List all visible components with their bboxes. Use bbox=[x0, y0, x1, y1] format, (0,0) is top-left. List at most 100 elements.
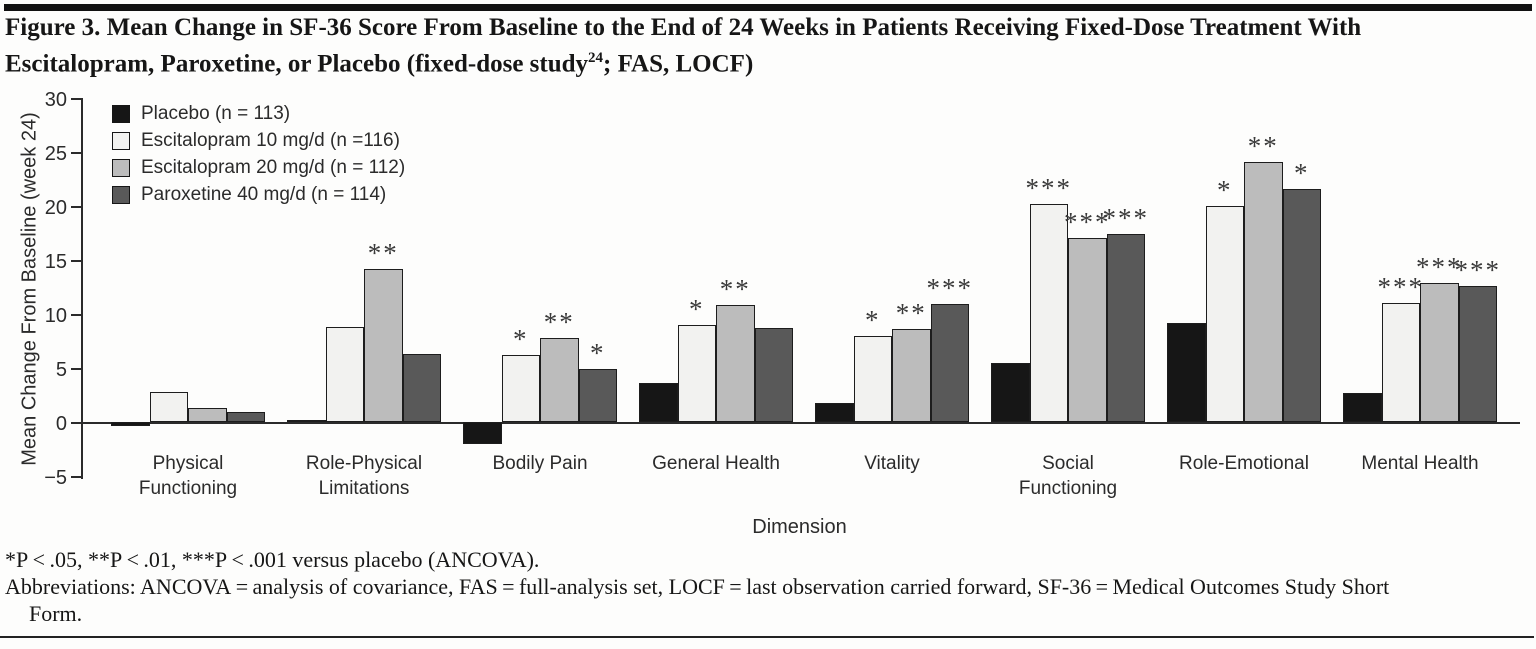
bar-placebo-bodily-pain bbox=[463, 422, 502, 444]
bar-paroxetine-40-mg-d-bodily-pain bbox=[578, 369, 617, 422]
significance-marker-bodily-pain-escitalopram-20-mg-d: ** bbox=[543, 306, 575, 337]
y-axis-tick bbox=[71, 422, 81, 424]
significance-marker-role-emotional-paroxetine-40-mg-d: * bbox=[1294, 157, 1310, 188]
bottom-rule bbox=[0, 636, 1534, 638]
significance-marker-mental-health-paroxetine-40-mg-d: *** bbox=[1454, 254, 1501, 285]
significance-marker-mental-health-escitalopram-10-mg-d: *** bbox=[1377, 272, 1424, 303]
zero-baseline bbox=[81, 422, 1520, 424]
x-axis-category-label-social-functioning: Social Functioning bbox=[1018, 453, 1118, 499]
legend-swatch-icon bbox=[112, 131, 130, 150]
x-axis-category-label-role-physical-limitations: Role-Physical Limitations bbox=[305, 453, 423, 499]
x-axis-title: Dimension bbox=[752, 516, 847, 538]
y-axis-tick-label: 30 bbox=[44, 89, 67, 111]
legend-swatch-icon bbox=[112, 158, 130, 177]
significance-marker-social-functioning-escitalopram-20-mg-d: *** bbox=[1064, 207, 1111, 238]
bar-escitalopram-20-mg-d-general-health bbox=[716, 305, 755, 422]
bar-escitalopram-10-mg-d-physical-functioning bbox=[149, 391, 188, 422]
figure-title: Figure 3. Mean Change in SF-36 Score Fro… bbox=[5, 13, 1361, 79]
legend-label: Escitalopram 20 mg/d (n = 112) bbox=[141, 156, 406, 178]
y-axis-tick bbox=[71, 476, 81, 478]
significance-marker-social-functioning-paroxetine-40-mg-d: *** bbox=[1102, 203, 1149, 234]
bar-escitalopram-20-mg-d-mental-health bbox=[1420, 282, 1459, 422]
significance-marker-bodily-pain-escitalopram-10-mg-d: * bbox=[513, 324, 529, 355]
bar-placebo-vitality bbox=[815, 402, 854, 422]
significance-marker-social-functioning-escitalopram-10-mg-d: *** bbox=[1025, 172, 1072, 203]
x-axis-category-label-bodily-pain: Bodily Pain bbox=[492, 453, 588, 474]
figure-title-line2: Escitalopram, Paroxetine, or Placebo (fi… bbox=[5, 50, 754, 78]
bar-escitalopram-20-mg-d-role-physical-limitations bbox=[364, 268, 403, 422]
legend-item-placebo: Placebo (n = 113) bbox=[112, 100, 405, 127]
y-axis-tick-label: 25 bbox=[44, 143, 67, 165]
y-axis-tick bbox=[71, 314, 81, 316]
abbreviations-footnote-line1: Abbreviations: ANCOVA = analysis of cova… bbox=[5, 574, 1390, 599]
legend-item-escitalopram-10-mg-d: Escitalopram 10 mg/d (n =116) bbox=[112, 127, 405, 154]
bar-escitalopram-10-mg-d-bodily-pain bbox=[501, 355, 540, 422]
bar-placebo-social-functioning bbox=[991, 362, 1030, 422]
bar-escitalopram-20-mg-d-vitality bbox=[892, 329, 931, 422]
bar-paroxetine-40-mg-d-role-emotional bbox=[1282, 188, 1321, 422]
chart-legend: Placebo (n = 113) Escitalopram 10 mg/d (n… bbox=[112, 100, 405, 208]
legend-label: Placebo (n = 113) bbox=[141, 102, 291, 124]
significance-marker-role-physical-limitations-escitalopram-20-mg-d: ** bbox=[367, 237, 399, 268]
legend-swatch-icon bbox=[112, 185, 130, 204]
x-axis-category-label-role-emotional: Role-Emotional bbox=[1179, 453, 1309, 474]
legend-label: Escitalopram 10 mg/d (n =116) bbox=[141, 129, 400, 151]
title-superscript: 24 bbox=[588, 50, 604, 66]
significance-marker-mental-health-escitalopram-20-mg-d: *** bbox=[1416, 251, 1463, 282]
bar-escitalopram-10-mg-d-mental-health bbox=[1381, 303, 1420, 422]
y-axis-tick bbox=[71, 368, 81, 370]
bar-placebo-role-emotional bbox=[1167, 322, 1206, 422]
significance-marker-role-emotional-escitalopram-10-mg-d: * bbox=[1217, 175, 1233, 205]
bar-escitalopram-20-mg-d-role-emotional bbox=[1244, 161, 1283, 422]
y-axis-tick-label: 15 bbox=[44, 251, 67, 273]
bar-escitalopram-20-mg-d-bodily-pain bbox=[540, 337, 579, 422]
bar-placebo-general-health bbox=[639, 383, 678, 422]
significance-marker-vitality-escitalopram-20-mg-d: ** bbox=[895, 298, 927, 329]
top-rule bbox=[4, 4, 1532, 11]
bar-paroxetine-40-mg-d-physical-functioning bbox=[226, 412, 265, 422]
significance-marker-role-emotional-escitalopram-20-mg-d: ** bbox=[1247, 130, 1279, 161]
y-axis-tick bbox=[71, 206, 81, 208]
significance-marker-vitality-escitalopram-10-mg-d: * bbox=[865, 304, 881, 335]
x-axis-category-label-general-health: General Health bbox=[652, 453, 780, 474]
figure-title-line1: Figure 3. Mean Change in SF-36 Score Fro… bbox=[5, 14, 1362, 41]
y-axis-title: Mean Change From Baseline (week 24) bbox=[18, 112, 41, 466]
y-axis-tick-label: 5 bbox=[55, 359, 67, 381]
bar-escitalopram-10-mg-d-role-physical-limitations bbox=[325, 326, 364, 422]
bar-paroxetine-40-mg-d-role-physical-limitations bbox=[402, 353, 441, 422]
y-axis-line bbox=[81, 98, 83, 479]
bar-escitalopram-10-mg-d-vitality bbox=[853, 335, 892, 422]
bar-paroxetine-40-mg-d-mental-health bbox=[1458, 285, 1497, 422]
bar-escitalopram-20-mg-d-physical-functioning bbox=[188, 407, 227, 422]
y-axis-tick-label: 20 bbox=[44, 197, 67, 219]
y-axis-tick-label: 0 bbox=[55, 413, 67, 435]
significance-marker-vitality-paroxetine-40-mg-d: *** bbox=[926, 273, 973, 304]
bar-escitalopram-10-mg-d-role-emotional bbox=[1205, 206, 1244, 422]
y-axis-tick-label: 10 bbox=[44, 305, 67, 327]
bar-placebo-role-physical-limitations bbox=[287, 419, 326, 422]
bar-paroxetine-40-mg-d-vitality bbox=[930, 304, 969, 422]
y-axis-tick bbox=[71, 260, 81, 262]
y-axis-tick-label: −5 bbox=[44, 467, 67, 489]
bar-placebo-mental-health bbox=[1343, 392, 1382, 422]
significance-marker-general-health-escitalopram-10-mg-d: * bbox=[689, 293, 705, 324]
x-axis-category-label-vitality: Vitality bbox=[864, 453, 920, 474]
y-axis-tick bbox=[71, 98, 81, 100]
bar-paroxetine-40-mg-d-general-health bbox=[754, 328, 793, 422]
legend-item-escitalopram-20-mg-d: Escitalopram 20 mg/d (n = 112) bbox=[112, 154, 405, 181]
significance-marker-bodily-pain-paroxetine-40-mg-d: * bbox=[590, 338, 606, 369]
legend-label: Paroxetine 40 mg/d (n = 114) bbox=[141, 183, 387, 205]
legend-swatch-icon bbox=[112, 104, 130, 123]
bar-escitalopram-20-mg-d-social-functioning bbox=[1068, 238, 1107, 422]
legend-item-paroxetine-40-mg-d: Paroxetine 40 mg/d (n = 114) bbox=[112, 181, 405, 208]
bar-escitalopram-10-mg-d-social-functioning bbox=[1029, 203, 1068, 422]
abbreviations-footnote-line2: Form. bbox=[29, 601, 83, 626]
footnotes: *P < .05, **P < .01, ***P < .001 versus … bbox=[5, 546, 1389, 627]
bar-escitalopram-10-mg-d-general-health bbox=[677, 324, 716, 422]
x-axis-category-label-mental-health: Mental Health bbox=[1361, 453, 1479, 474]
x-axis-category-label-physical-functioning: Physical Functioning bbox=[138, 453, 238, 499]
significance-marker-general-health-escitalopram-20-mg-d: ** bbox=[719, 274, 751, 305]
bar-paroxetine-40-mg-d-social-functioning bbox=[1106, 234, 1145, 422]
significance-footnote: *P < .05, **P < .01, ***P < .001 versus … bbox=[5, 547, 540, 572]
